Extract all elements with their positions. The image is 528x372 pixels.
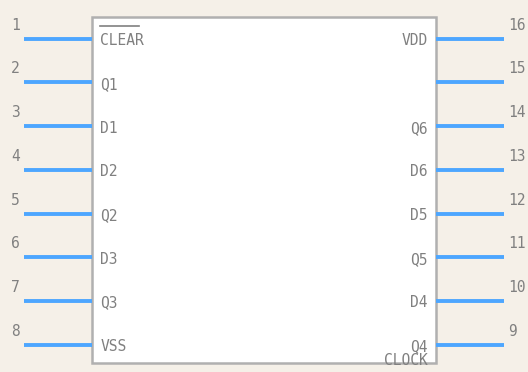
Text: CLOCK: CLOCK xyxy=(384,353,428,368)
Text: D2: D2 xyxy=(100,164,118,179)
Text: VDD: VDD xyxy=(401,33,428,48)
Text: 1: 1 xyxy=(11,18,20,33)
Text: 7: 7 xyxy=(11,280,20,295)
Text: Q6: Q6 xyxy=(410,121,428,136)
Text: D3: D3 xyxy=(100,252,118,267)
Text: VSS: VSS xyxy=(100,339,127,354)
Text: 11: 11 xyxy=(508,236,526,251)
Text: CLEAR: CLEAR xyxy=(100,33,144,48)
Text: 6: 6 xyxy=(11,236,20,251)
Text: 12: 12 xyxy=(508,193,526,208)
Text: D6: D6 xyxy=(410,164,428,179)
Text: Q3: Q3 xyxy=(100,295,118,311)
Text: 9: 9 xyxy=(508,324,517,339)
Text: D1: D1 xyxy=(100,121,118,136)
Text: 14: 14 xyxy=(508,105,526,120)
Text: 3: 3 xyxy=(11,105,20,120)
Text: 2: 2 xyxy=(11,61,20,77)
Text: Q4: Q4 xyxy=(410,339,428,354)
Text: D4: D4 xyxy=(410,295,428,311)
Text: 16: 16 xyxy=(508,18,526,33)
Bar xyxy=(92,17,436,363)
Text: Q1: Q1 xyxy=(100,77,118,92)
Text: D5: D5 xyxy=(410,208,428,223)
Text: 8: 8 xyxy=(11,324,20,339)
Text: Q5: Q5 xyxy=(410,252,428,267)
Text: 10: 10 xyxy=(508,280,526,295)
Text: 4: 4 xyxy=(11,149,20,164)
Text: 15: 15 xyxy=(508,61,526,77)
Text: 13: 13 xyxy=(508,149,526,164)
Text: Q2: Q2 xyxy=(100,208,118,223)
Text: 5: 5 xyxy=(11,193,20,208)
